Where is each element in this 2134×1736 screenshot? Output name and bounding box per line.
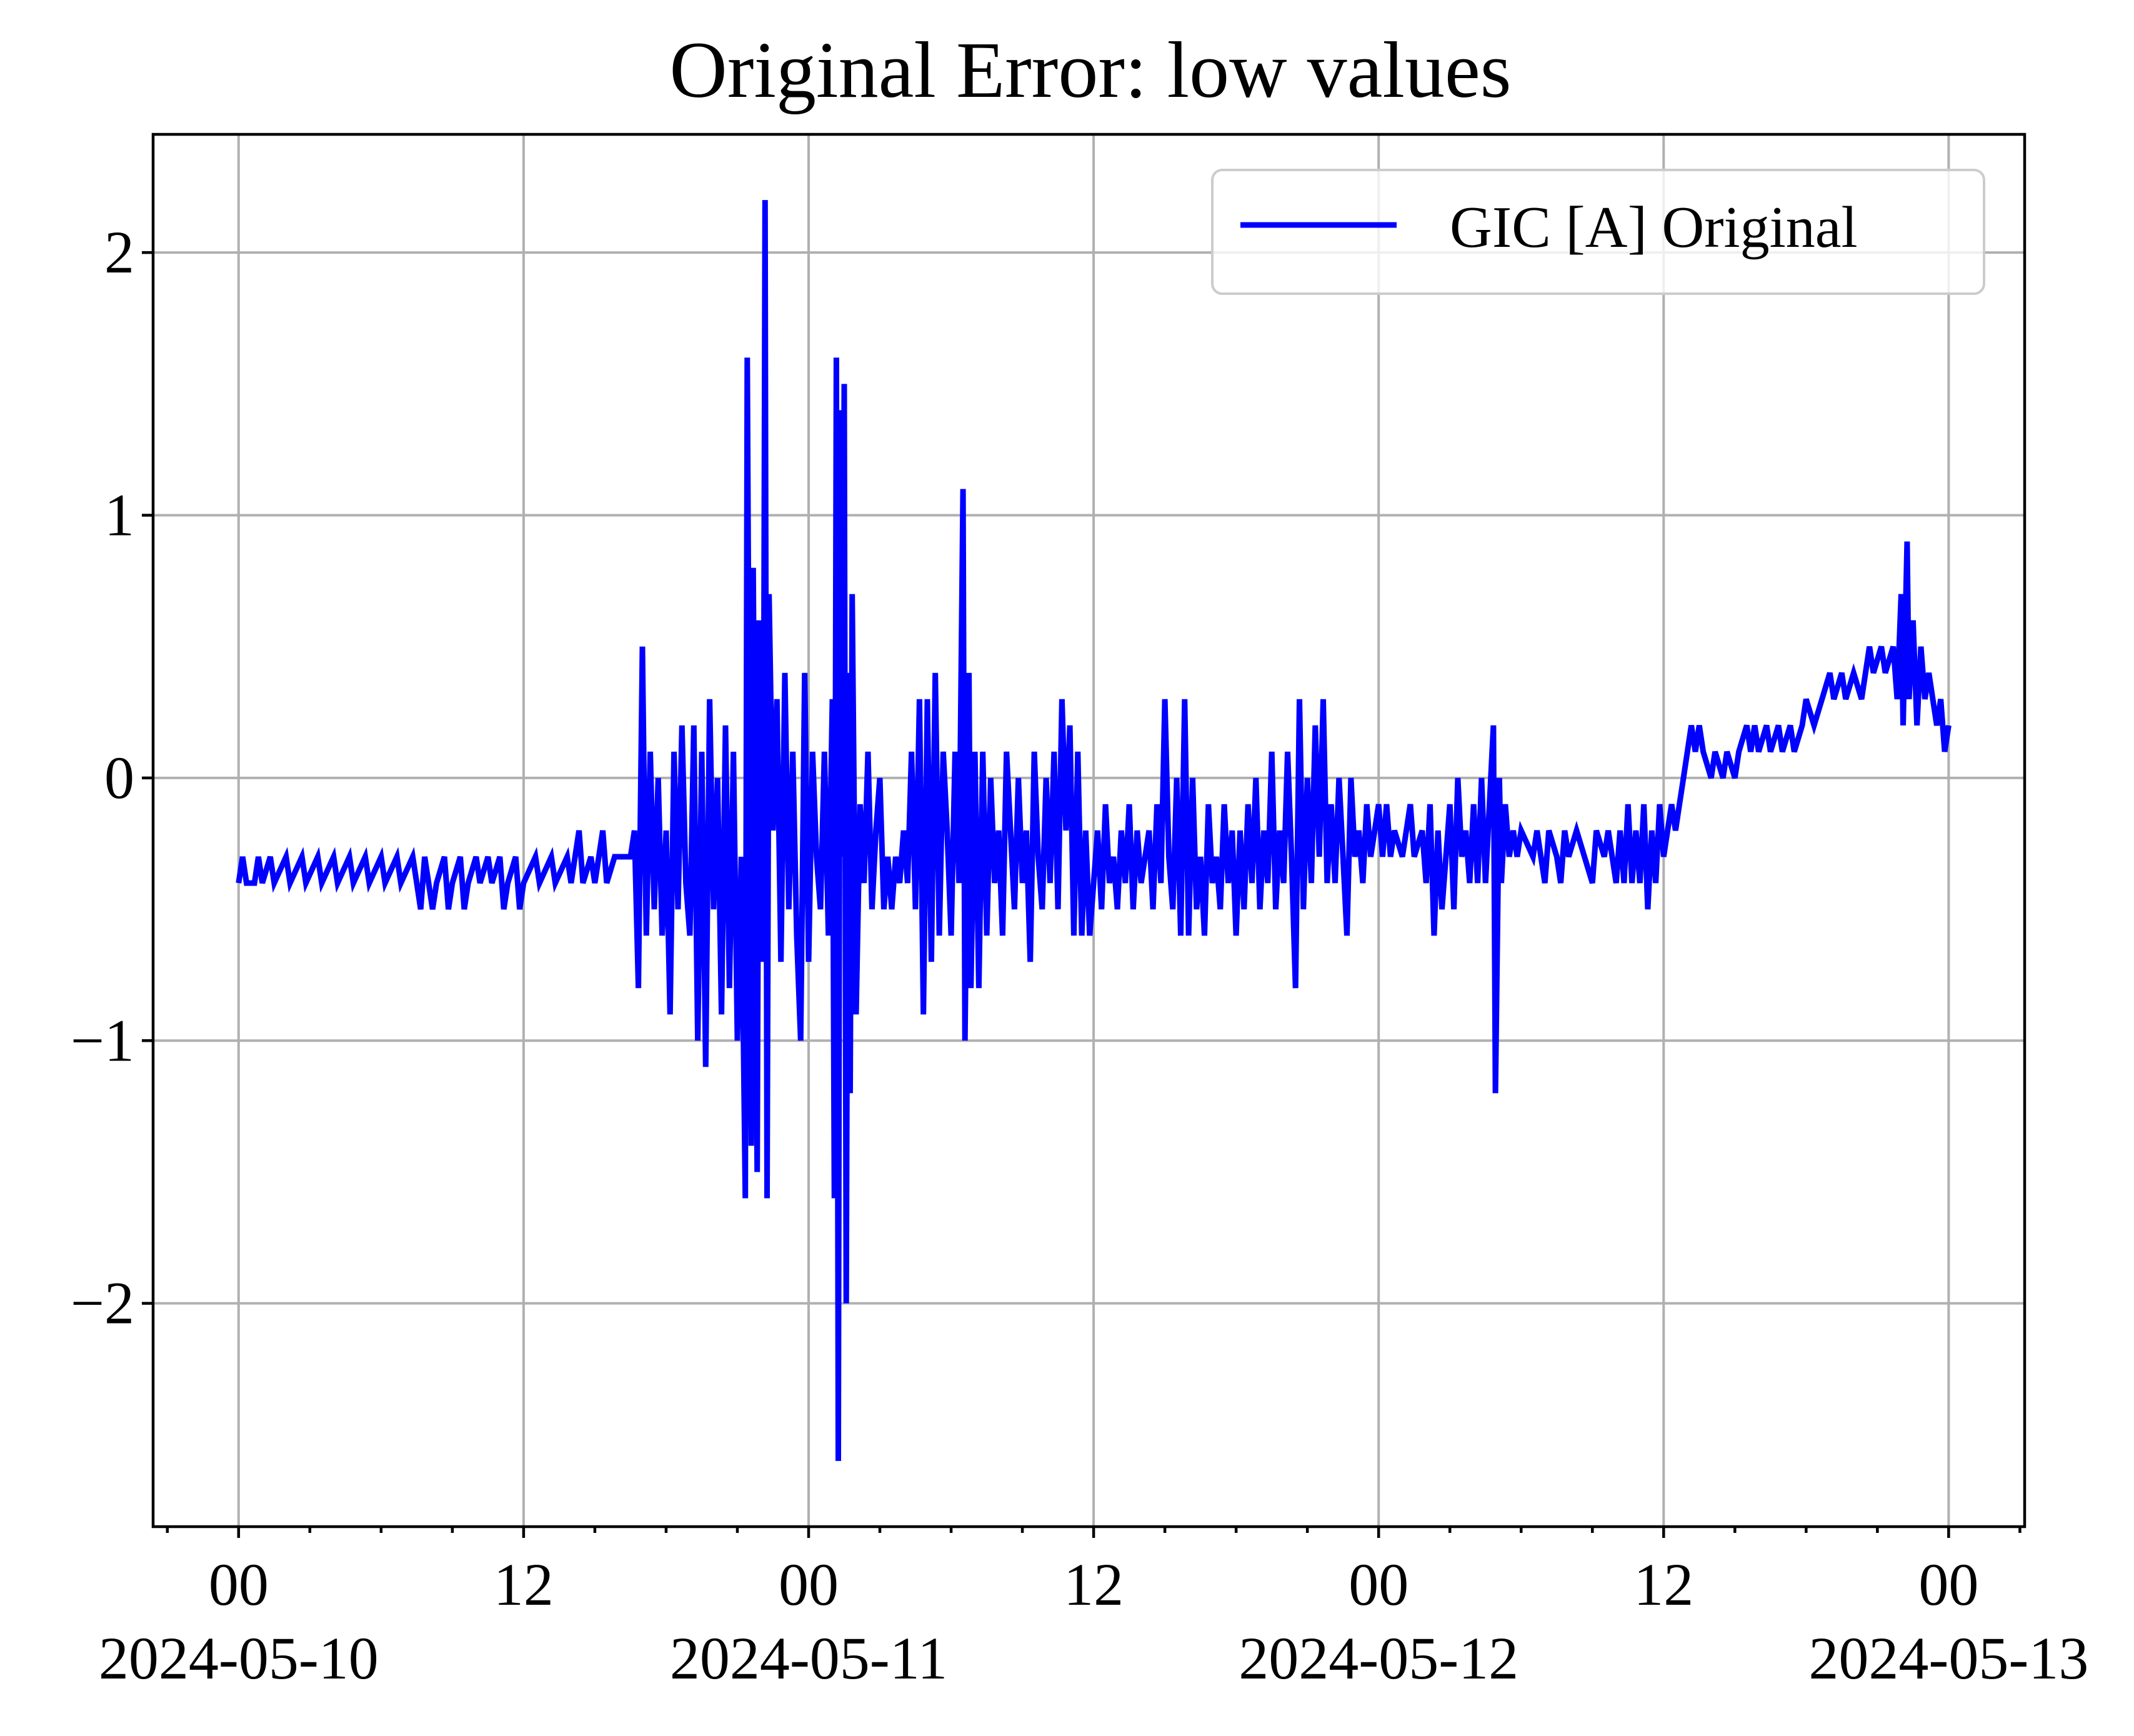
x-tick-label: 00	[779, 1551, 839, 1618]
x-tick-label: 00	[1918, 1551, 1978, 1618]
legend-label: GIC [A] Original	[1450, 195, 1858, 260]
x-tick-label: 00	[209, 1551, 269, 1618]
x-tick-date-label: 2024-05-13	[1808, 1625, 2088, 1692]
series-line	[236, 200, 1952, 1461]
y-tick-label: 0	[104, 744, 134, 811]
chart-title: Original Error: low values	[669, 26, 1511, 114]
series-layer	[236, 200, 1952, 1461]
x-tick-label: 12	[1633, 1551, 1693, 1618]
x-tick-date-label: 2024-05-10	[99, 1625, 379, 1692]
x-tick-date-label: 2024-05-12	[1239, 1625, 1518, 1692]
y-tick-label: −1	[71, 1007, 134, 1074]
legend-box	[1211, 169, 1985, 295]
y-tick-label: −2	[71, 1270, 134, 1337]
plot-frame	[151, 132, 2027, 1529]
legend: GIC [A] Original	[1211, 169, 1985, 295]
x-tick-label: 00	[1349, 1551, 1409, 1618]
y-tick-label: 1	[104, 482, 134, 549]
x-tick-label: 12	[1064, 1551, 1124, 1618]
y-tick-label: 2	[104, 219, 134, 286]
x-tick-date-label: 2024-05-11	[670, 1625, 947, 1692]
x-tick-label: 12	[494, 1551, 554, 1618]
